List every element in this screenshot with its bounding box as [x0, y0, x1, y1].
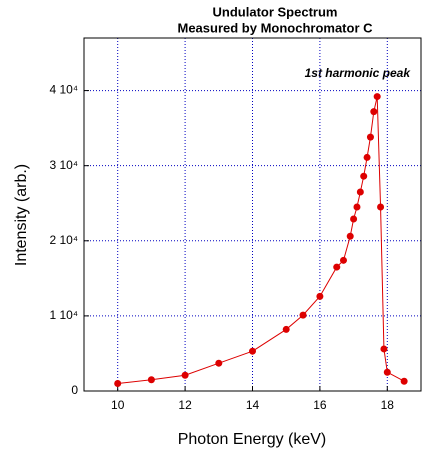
data-point [383, 368, 391, 376]
plot-frame [83, 37, 422, 392]
data-point [346, 232, 354, 240]
data-point [282, 325, 290, 333]
data-point [380, 345, 388, 353]
data-point [356, 188, 364, 196]
data-point [249, 347, 256, 355]
y-tick-label: 1 10⁴ [49, 308, 78, 322]
x-tick-label: 10 [111, 398, 125, 412]
data-point [333, 263, 341, 271]
data-point [339, 256, 347, 264]
y-tick-label: 4 10⁴ [49, 83, 78, 97]
data-line [117, 96, 405, 384]
data-point [400, 377, 408, 385]
x-tick-label: 18 [381, 398, 395, 412]
x-tick-label: 16 [313, 398, 327, 412]
data-point [353, 203, 361, 211]
data-point [316, 292, 324, 300]
data-point [360, 172, 368, 180]
data-point [350, 215, 358, 223]
chart-subtitle: Measured by Monochromator C [177, 20, 373, 35]
x-axis-label: Photon Energy (keV) [178, 431, 327, 448]
data-point [377, 203, 385, 211]
data-point [370, 108, 378, 116]
data-point [181, 371, 189, 379]
data-point [114, 379, 122, 387]
x-tick-label: 14 [246, 398, 260, 412]
data-point [147, 376, 155, 384]
x-tick-label: 12 [178, 398, 192, 412]
y-axis-label: Intensity (arb.) [13, 164, 30, 266]
data-point [299, 311, 307, 319]
data-point [215, 359, 223, 367]
annotation: 1st harmonic peak [305, 66, 412, 80]
data-point [366, 133, 374, 141]
y-tick-label: 3 10⁴ [49, 158, 78, 172]
y-tick-label: 0 [71, 383, 78, 397]
y-tick-label: 2 10⁴ [49, 233, 78, 247]
data-point [363, 153, 371, 161]
chart-title: Undulator Spectrum [213, 4, 338, 19]
data-point [373, 93, 381, 101]
